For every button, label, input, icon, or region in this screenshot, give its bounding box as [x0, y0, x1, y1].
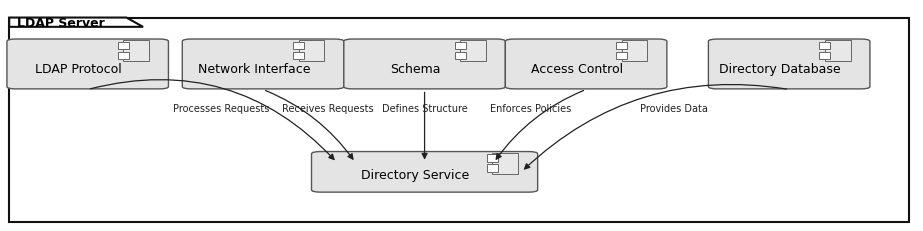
Text: Defines Structure: Defines Structure [382, 103, 467, 114]
FancyBboxPatch shape [9, 18, 909, 222]
FancyBboxPatch shape [616, 43, 628, 50]
Text: Enforces Policies: Enforces Policies [490, 103, 571, 114]
FancyBboxPatch shape [819, 43, 830, 50]
Text: Directory Service: Directory Service [361, 168, 470, 181]
Text: LDAP Server: LDAP Server [17, 17, 104, 30]
Text: Provides Data: Provides Data [640, 103, 708, 114]
FancyBboxPatch shape [117, 43, 128, 50]
FancyBboxPatch shape [293, 52, 304, 60]
FancyArrowPatch shape [266, 91, 353, 159]
FancyBboxPatch shape [454, 52, 465, 60]
FancyBboxPatch shape [487, 155, 498, 162]
FancyArrowPatch shape [497, 91, 583, 159]
Text: Network Interface: Network Interface [198, 63, 310, 76]
FancyBboxPatch shape [454, 43, 465, 50]
FancyArrowPatch shape [90, 80, 334, 160]
FancyBboxPatch shape [487, 164, 498, 172]
Text: Schema: Schema [390, 63, 440, 76]
Text: Directory Database: Directory Database [719, 63, 841, 76]
FancyArrowPatch shape [422, 93, 427, 159]
Text: Receives Requests: Receives Requests [282, 103, 374, 114]
FancyBboxPatch shape [7, 40, 168, 90]
FancyBboxPatch shape [622, 41, 648, 62]
FancyBboxPatch shape [493, 153, 519, 174]
Text: Processes Requests: Processes Requests [174, 103, 270, 114]
FancyBboxPatch shape [708, 40, 869, 90]
Text: Access Control: Access Control [531, 63, 623, 76]
FancyBboxPatch shape [824, 41, 850, 62]
FancyBboxPatch shape [616, 52, 628, 60]
FancyBboxPatch shape [460, 41, 485, 62]
Polygon shape [9, 18, 143, 28]
FancyBboxPatch shape [343, 40, 506, 90]
FancyBboxPatch shape [819, 52, 830, 60]
FancyBboxPatch shape [117, 52, 128, 60]
FancyArrowPatch shape [524, 85, 786, 169]
Text: LDAP Protocol: LDAP Protocol [35, 63, 122, 76]
FancyBboxPatch shape [506, 40, 666, 90]
FancyBboxPatch shape [293, 43, 304, 50]
FancyBboxPatch shape [123, 41, 149, 62]
FancyBboxPatch shape [182, 40, 343, 90]
FancyBboxPatch shape [298, 41, 324, 62]
FancyBboxPatch shape [312, 152, 537, 192]
